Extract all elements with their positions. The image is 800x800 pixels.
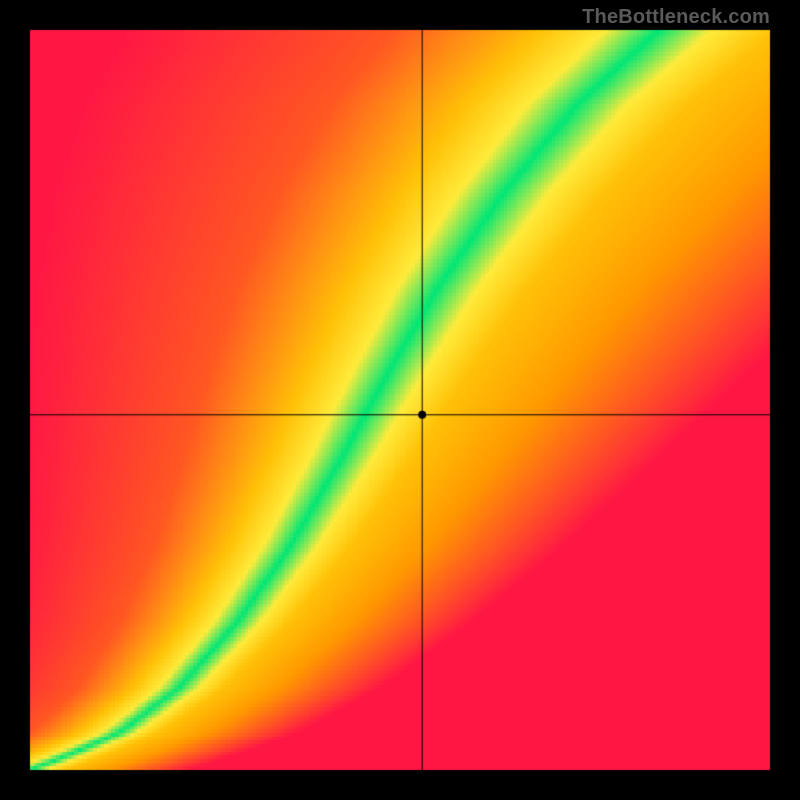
watermark-text: TheBottleneck.com	[582, 6, 770, 29]
bottleneck-heatmap	[0, 0, 800, 800]
